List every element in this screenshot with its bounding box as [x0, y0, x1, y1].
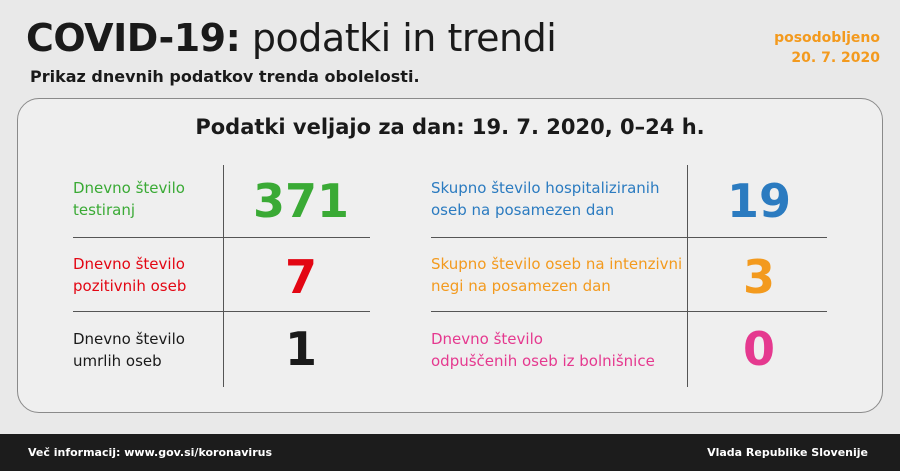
divider-right-row1 [431, 237, 827, 238]
stat-value-intensive-care: 3 [742, 250, 775, 304]
title-light: podatki in trendi [251, 16, 557, 60]
footer-organization: Vlada Republike Slovenije [707, 446, 868, 459]
stat-value-discharged: 0 [742, 322, 775, 376]
footer-info-link[interactable]: Več informacij: www.gov.si/koronavirus [28, 446, 273, 459]
stat-value-positive: 7 [284, 250, 317, 304]
updated-info: posodobljeno 20. 7. 2020 [774, 28, 880, 68]
stat-label-intensive-care: Skupno število oseb na intenzivni negi n… [431, 255, 683, 295]
stat-label-discharged: Dnevno število odpuščenih oseb iz bolniš… [431, 330, 655, 370]
stat-label-positive: Dnevno število pozitivnih oseb [73, 255, 187, 295]
divider-right-vertical [687, 165, 688, 387]
divider-left-row1 [73, 237, 370, 238]
stat-label-hospitalized: Skupno število hospitaliziranih oseb na … [431, 179, 660, 219]
updated-label: posodobljeno [774, 30, 880, 46]
card-heading: Podatki veljajo za dan: 19. 7. 2020, 0–2… [195, 115, 705, 139]
divider-left-row2 [73, 311, 370, 312]
divider-left-vertical [223, 165, 224, 387]
stat-value-tests: 371 [252, 174, 350, 228]
stat-label-deaths: Dnevno število umrlih oseb [73, 330, 185, 370]
page-title: COVID-19: podatki in trendi [26, 14, 557, 62]
updated-date: 20. 7. 2020 [791, 50, 880, 66]
title-bold: COVID-19: [26, 16, 241, 60]
divider-right-row2 [431, 311, 827, 312]
stat-value-hospitalized: 19 [726, 174, 791, 228]
page-subtitle: Prikaz dnevnih podatkov trenda obolelost… [30, 67, 420, 86]
stat-value-deaths: 1 [284, 322, 317, 376]
stats-card: Podatki veljajo za dan: 19. 7. 2020, 0–2… [17, 98, 883, 413]
footer-bar: Več informacij: www.gov.si/koronavirus V… [0, 434, 900, 471]
stat-label-tests: Dnevno število testiranj [73, 179, 185, 219]
